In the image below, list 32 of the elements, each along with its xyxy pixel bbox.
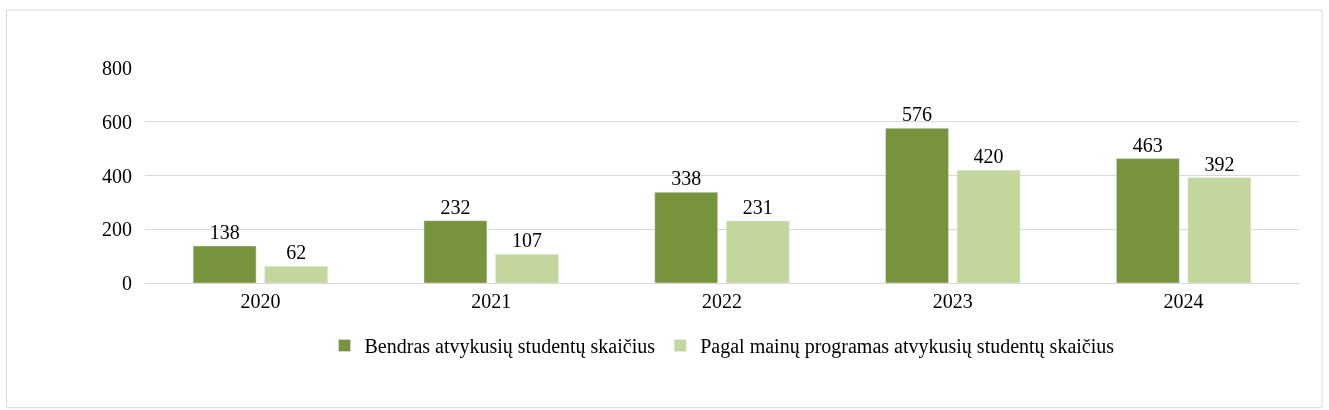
data-label: 420 (973, 145, 1004, 168)
data-label: 107 (511, 229, 542, 252)
data-label: 463 (1132, 133, 1163, 156)
bar (1116, 158, 1180, 283)
y-tick-label: 200 (102, 218, 132, 241)
bar (495, 253, 559, 283)
bar (1187, 177, 1252, 283)
x-tick-label: 2021 (471, 290, 512, 312)
y-tick-label: 800 (102, 57, 132, 79)
data-label: 231 (742, 195, 773, 218)
data-label: 62 (286, 241, 307, 264)
y-tick-label: 600 (102, 110, 132, 133)
bar (423, 220, 488, 283)
legend-label: Bendras atvykusių studentų skaičius (364, 335, 656, 359)
data-label: 138 (209, 220, 240, 243)
y-tick-label: 400 (102, 164, 132, 187)
data-label: 392 (1204, 152, 1235, 175)
bar (885, 127, 949, 283)
bar (264, 266, 328, 283)
x-tick-label: 2022 (702, 290, 742, 312)
x-tick-label: 2020 (240, 290, 281, 312)
legend-label: Pagal mainų programas atvykusių studentų skaičius (700, 335, 1115, 359)
data-label: 232 (440, 195, 471, 218)
bar (956, 169, 1021, 283)
bar (654, 191, 718, 283)
data-label: 338 (671, 167, 702, 190)
x-tick-label: 2024 (1163, 290, 1204, 312)
y-tick-label: 0 (122, 272, 132, 294)
bar (726, 220, 790, 283)
x-tick-label: 2023 (932, 290, 973, 312)
data-label: 576 (902, 103, 933, 126)
bar (192, 245, 257, 283)
